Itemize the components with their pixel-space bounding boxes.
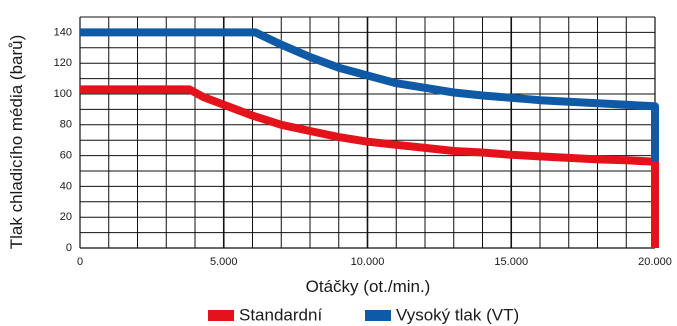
x-tick-label: 10.000: [351, 256, 385, 268]
y-tick-label: 40: [60, 180, 72, 192]
y-tick-label: 60: [60, 150, 72, 162]
x-axis-title: Otáčky (ot./min.): [306, 277, 431, 296]
y-tick-label: 0: [66, 242, 72, 254]
series-line-high-pressure: [80, 28, 659, 162]
y-tick-label: 100: [54, 88, 72, 100]
x-tick-label: 5.000: [210, 256, 238, 268]
legend-label: Standardní: [239, 305, 322, 324]
x-tick-label: 15.000: [494, 256, 528, 268]
legend: Standardní Vysoký tlak (VT): [208, 305, 519, 324]
legend-swatch: [365, 310, 391, 321]
y-tick-label: 80: [60, 119, 72, 131]
legend-label: Vysoký tlak (VT): [396, 305, 519, 324]
x-tick-label: 20.000: [638, 256, 672, 268]
y-tick-label: 140: [54, 26, 72, 38]
y-tick-label: 120: [54, 57, 72, 69]
grid-horizontal: [80, 16, 655, 234]
tick-labels: 0 20 40 60 80 100 120 140 0 5.000 10.000 15.000 20.0…: [54, 26, 672, 268]
y-tick-label: 20: [60, 211, 72, 223]
grid-vertical: [108, 17, 627, 248]
legend-swatch: [208, 310, 234, 321]
series-line-standard: [80, 85, 659, 248]
series-lines: [80, 28, 659, 248]
x-tick-label: 0: [77, 256, 83, 268]
y-axis-title: Tlak chladicího média (barů): [7, 35, 26, 249]
